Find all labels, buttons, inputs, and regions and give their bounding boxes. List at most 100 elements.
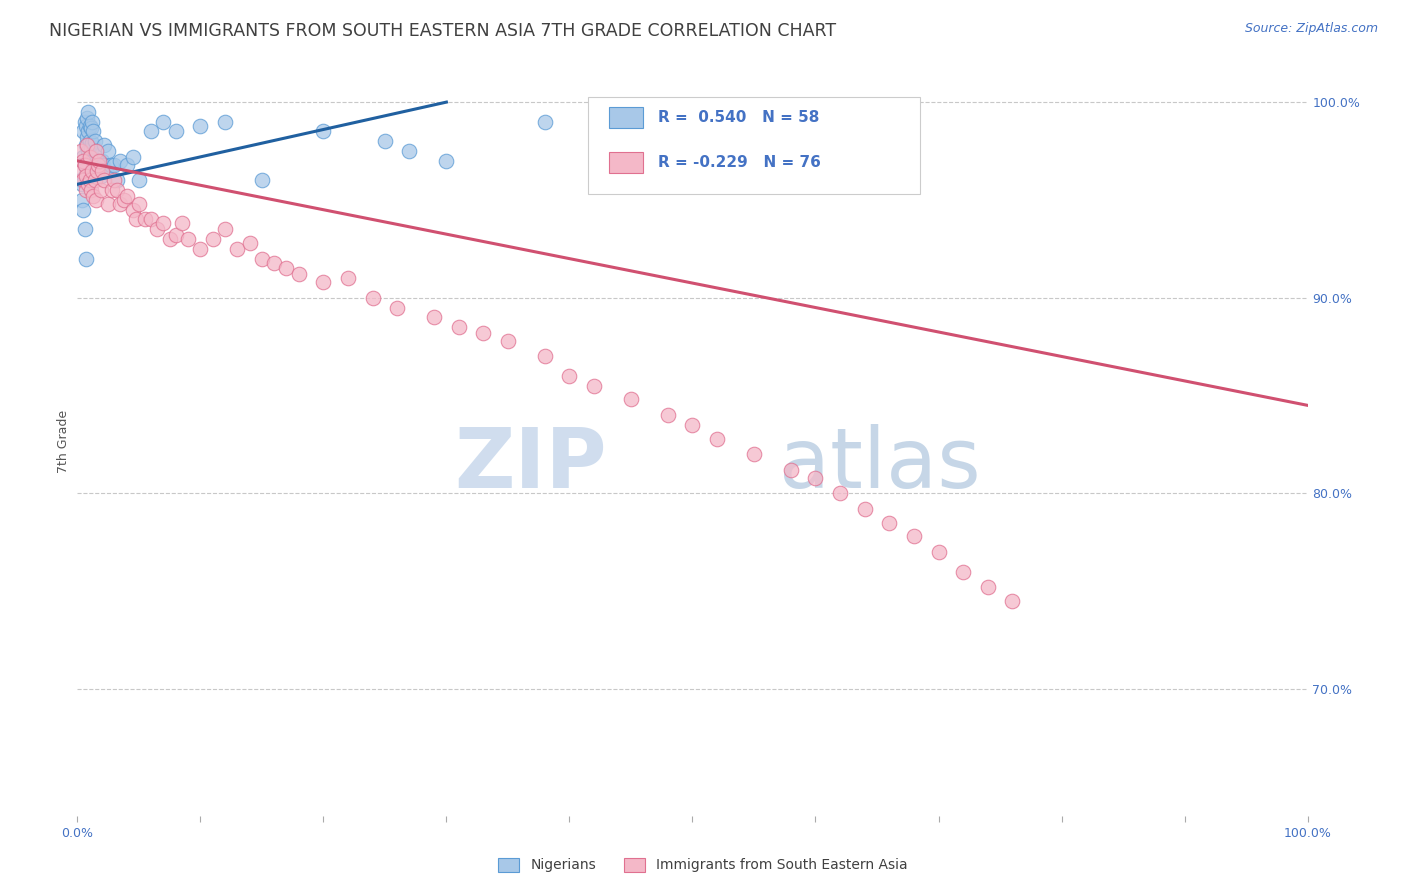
Point <box>93 173 115 187</box>
Point <box>79 134 101 148</box>
Point <box>72 124 94 138</box>
Point <box>77 124 100 138</box>
Point <box>165 124 187 138</box>
Point <box>84 144 107 158</box>
Point <box>112 193 135 207</box>
FancyBboxPatch shape <box>609 152 644 172</box>
Point <box>70 173 93 187</box>
Point <box>77 104 100 119</box>
Point <box>188 242 212 256</box>
Point <box>706 432 728 446</box>
Point <box>928 545 950 559</box>
Point <box>83 134 105 148</box>
Point <box>90 153 114 168</box>
Point <box>128 173 150 187</box>
Point <box>214 114 236 128</box>
Point <box>70 144 93 158</box>
Point <box>87 158 110 172</box>
Y-axis label: 7th Grade: 7th Grade <box>58 410 70 473</box>
Point <box>159 232 181 246</box>
Point <box>188 119 212 133</box>
Point <box>110 153 132 168</box>
Point <box>82 136 104 151</box>
Point <box>177 232 200 246</box>
Point <box>77 144 100 158</box>
Point <box>91 158 114 172</box>
Point <box>170 216 193 230</box>
Point <box>165 228 187 243</box>
Text: R = -0.229   N = 76: R = -0.229 N = 76 <box>658 154 821 169</box>
Point <box>80 120 103 135</box>
Point <box>263 255 285 269</box>
Point <box>75 252 97 266</box>
Point <box>152 114 174 128</box>
Point <box>72 173 94 187</box>
Point <box>75 183 97 197</box>
Point <box>90 183 112 197</box>
Point <box>90 169 112 184</box>
Point <box>82 189 104 203</box>
Point <box>239 235 262 250</box>
Point <box>97 197 120 211</box>
Point <box>79 173 101 187</box>
Point <box>374 134 396 148</box>
Point <box>128 197 150 211</box>
Point <box>250 173 273 187</box>
Point <box>86 153 108 168</box>
Point <box>76 111 98 125</box>
Point <box>312 124 335 138</box>
Point <box>83 173 105 187</box>
Point <box>952 565 974 579</box>
FancyBboxPatch shape <box>609 107 644 128</box>
Point <box>682 417 704 432</box>
Point <box>94 163 117 178</box>
Point <box>312 275 335 289</box>
Point <box>101 183 124 197</box>
Point <box>100 158 122 172</box>
Point <box>70 178 93 192</box>
Point <box>804 471 827 485</box>
Point <box>103 173 125 187</box>
Point <box>89 153 111 168</box>
Point <box>76 153 98 168</box>
Point <box>141 212 163 227</box>
Point <box>201 232 224 246</box>
Point <box>534 350 557 364</box>
Point <box>657 408 679 422</box>
Point <box>558 369 581 384</box>
Point <box>534 114 557 128</box>
Point <box>1001 594 1024 608</box>
Point <box>97 144 120 158</box>
Point <box>105 183 128 197</box>
Point <box>125 212 148 227</box>
Point <box>620 392 643 407</box>
Point <box>80 183 103 197</box>
Point <box>250 252 273 266</box>
Point <box>903 529 925 543</box>
Point <box>146 222 169 236</box>
Point <box>82 114 104 128</box>
Point <box>337 271 360 285</box>
Point <box>103 158 125 172</box>
Point <box>70 163 93 178</box>
Point <box>75 169 97 184</box>
Point <box>80 142 103 156</box>
Point <box>73 222 96 236</box>
Point <box>75 168 97 182</box>
Point <box>115 189 138 203</box>
Point <box>82 124 104 138</box>
Point <box>70 193 93 207</box>
Point <box>780 463 803 477</box>
Point <box>152 216 174 230</box>
Point <box>496 334 519 348</box>
Point <box>72 153 94 168</box>
Point <box>73 114 96 128</box>
Point <box>276 261 298 276</box>
Point <box>105 173 128 187</box>
Point <box>226 242 249 256</box>
Point <box>76 138 98 153</box>
Point <box>82 153 104 168</box>
Text: ZIP: ZIP <box>454 424 606 505</box>
Point <box>742 447 765 461</box>
Text: R =  0.540   N = 58: R = 0.540 N = 58 <box>658 110 820 125</box>
